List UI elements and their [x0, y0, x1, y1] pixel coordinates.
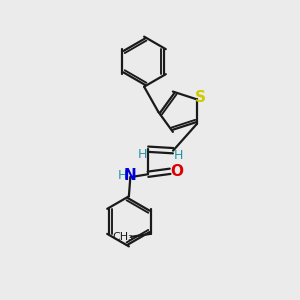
- Text: N: N: [123, 168, 136, 183]
- Text: H: H: [138, 148, 147, 161]
- Text: H: H: [117, 169, 127, 182]
- Text: CH₃: CH₃: [112, 232, 133, 242]
- Text: O: O: [170, 164, 183, 179]
- Text: S: S: [195, 90, 206, 105]
- Text: H: H: [174, 149, 183, 163]
